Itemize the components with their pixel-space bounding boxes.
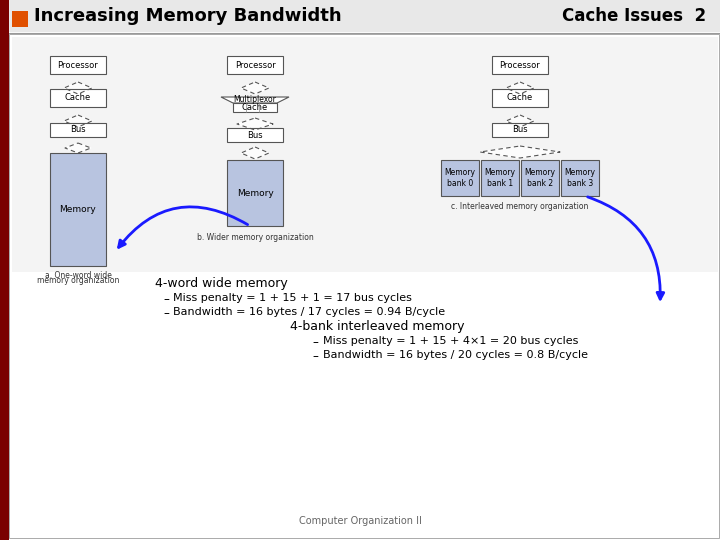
Bar <box>227 160 283 226</box>
Bar <box>12 11 28 27</box>
Bar <box>50 89 106 107</box>
Bar <box>50 123 106 137</box>
Text: Bus: Bus <box>70 125 86 134</box>
Bar <box>481 160 519 196</box>
Text: Memory
bank 1: Memory bank 1 <box>485 168 516 188</box>
Polygon shape <box>241 147 269 159</box>
Text: Memory: Memory <box>60 205 96 214</box>
Polygon shape <box>65 143 91 153</box>
Text: c. Interleaved memory organization: c. Interleaved memory organization <box>451 202 589 211</box>
Text: Bus: Bus <box>512 125 528 134</box>
Polygon shape <box>237 118 273 130</box>
Text: Processor: Processor <box>235 60 275 70</box>
Text: a. One-word wide: a. One-word wide <box>45 271 112 280</box>
Text: Increasing Memory Bandwidth: Increasing Memory Bandwidth <box>34 7 341 25</box>
Bar <box>233 103 277 112</box>
Bar <box>561 160 599 196</box>
Text: Processor: Processor <box>500 60 541 70</box>
Bar <box>227 128 283 142</box>
Text: memory organization: memory organization <box>37 276 120 285</box>
Bar <box>50 153 106 266</box>
Text: Computer Organization II: Computer Organization II <box>299 516 421 526</box>
Text: –: – <box>312 336 318 349</box>
Text: –: – <box>312 350 318 363</box>
Text: b. Wider memory organization: b. Wider memory organization <box>197 233 313 242</box>
Polygon shape <box>64 115 92 127</box>
Bar <box>9 0 720 32</box>
Text: Memory
bank 0: Memory bank 0 <box>444 168 475 188</box>
Text: 4-word wide memory: 4-word wide memory <box>155 277 288 290</box>
Text: Memory
bank 2: Memory bank 2 <box>524 168 556 188</box>
Text: Memory
bank 3: Memory bank 3 <box>564 168 595 188</box>
Text: Bus: Bus <box>247 131 263 139</box>
Bar <box>492 123 548 137</box>
Text: Cache: Cache <box>242 103 268 112</box>
Text: Cache: Cache <box>65 93 91 103</box>
Bar <box>50 56 106 74</box>
Bar <box>441 160 479 196</box>
Text: Bandwidth = 16 bytes / 20 cycles = 0.8 B/cycle: Bandwidth = 16 bytes / 20 cycles = 0.8 B… <box>323 350 588 360</box>
Polygon shape <box>241 82 269 94</box>
Text: Processor: Processor <box>58 60 99 70</box>
Text: 4-bank interleaved memory: 4-bank interleaved memory <box>290 320 464 333</box>
Text: Miss penalty = 1 + 15 + 1 = 17 bus cycles: Miss penalty = 1 + 15 + 1 = 17 bus cycle… <box>173 293 412 303</box>
Polygon shape <box>506 115 534 127</box>
Text: Miss penalty = 1 + 15 + 4×1 = 20 bus cycles: Miss penalty = 1 + 15 + 4×1 = 20 bus cyc… <box>323 336 578 346</box>
Polygon shape <box>506 82 534 94</box>
Bar <box>227 56 283 74</box>
Bar <box>492 89 548 107</box>
Text: Cache: Cache <box>507 93 533 103</box>
Text: Memory: Memory <box>237 188 274 198</box>
Polygon shape <box>221 97 289 103</box>
Bar <box>0 0 9 540</box>
Bar <box>12 37 718 272</box>
Text: –: – <box>163 307 169 320</box>
Text: Bandwidth = 16 bytes / 17 cycles = 0.94 B/cycle: Bandwidth = 16 bytes / 17 cycles = 0.94 … <box>173 307 445 317</box>
Polygon shape <box>64 82 92 94</box>
Text: Cache Issues  2: Cache Issues 2 <box>562 7 706 25</box>
Text: Multiplexor: Multiplexor <box>233 95 276 104</box>
Polygon shape <box>480 146 560 158</box>
Text: –: – <box>163 293 169 306</box>
Bar <box>492 56 548 74</box>
Bar <box>521 160 559 196</box>
